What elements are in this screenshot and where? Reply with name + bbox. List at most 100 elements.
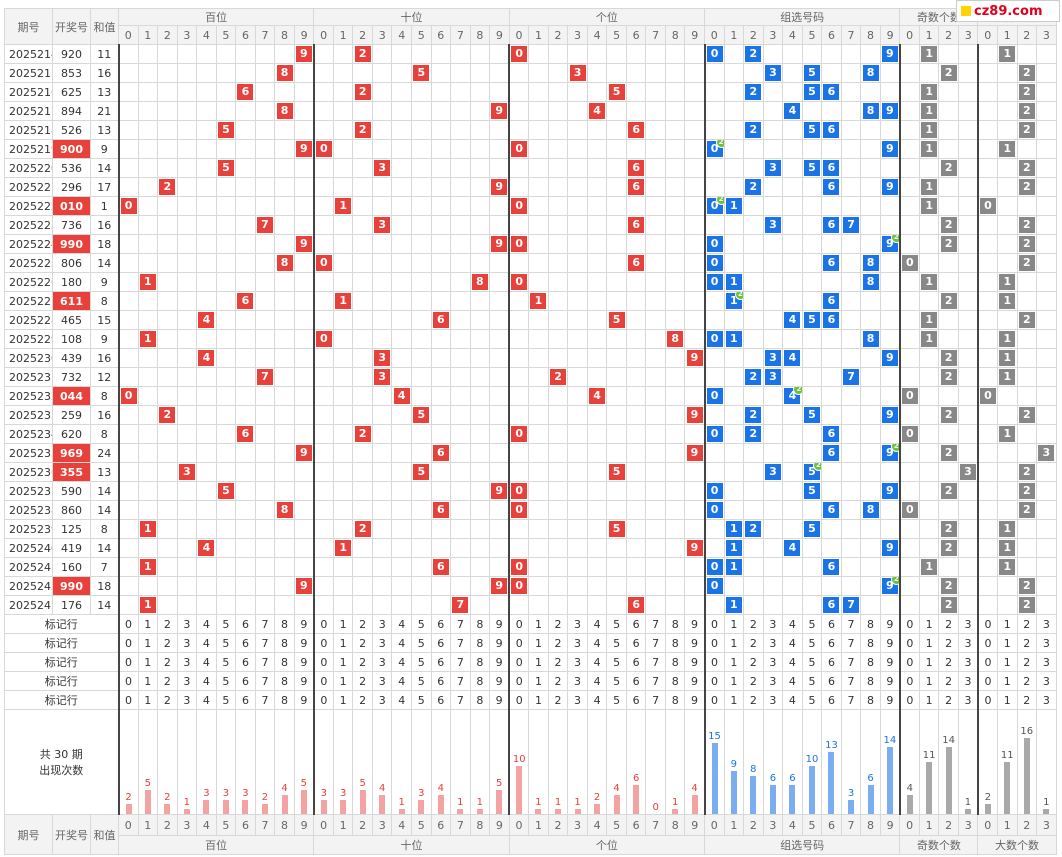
marker-cell[interactable]: 0 [703,614,725,634]
marker-cell[interactable]: 0 [117,614,139,634]
marker-cell[interactable]: 9 [879,671,901,691]
marker-cell[interactable]: 0 [508,652,530,672]
marker-cell[interactable]: 3 [957,690,979,710]
marker-cell[interactable]: 4 [782,633,803,653]
marker-cell[interactable]: 5 [801,614,823,634]
marker-cell[interactable]: 6 [235,671,256,691]
marker-cell[interactable]: 0 [508,633,530,653]
marker-cell[interactable]: 5 [411,633,432,653]
marker-cell[interactable]: 3 [957,614,979,634]
marker-cell[interactable]: 0 [312,671,334,691]
marker-cell[interactable]: 6 [821,633,842,653]
marker-cell[interactable]: 5 [411,652,432,672]
marker-cell[interactable]: 7 [450,690,471,710]
marker-cell[interactable]: 4 [391,671,412,691]
marker-cell[interactable]: 4 [196,690,217,710]
marker-cell[interactable]: 2 [938,652,959,672]
marker-cell[interactable]: 1 [997,652,1018,672]
marker-cell[interactable]: 1 [918,614,940,634]
marker-cell[interactable]: 5 [801,652,823,672]
marker-cell[interactable]: 4 [586,633,608,653]
marker-cell[interactable]: 9 [489,633,510,653]
marker-cell[interactable]: 2 [1016,690,1038,710]
marker-cell[interactable]: 7 [645,690,666,710]
marker-cell[interactable]: 2 [1016,671,1038,691]
marker-cell[interactable]: 3 [1036,633,1057,653]
marker-cell[interactable]: 7 [840,671,862,691]
marker-cell[interactable]: 3 [371,690,393,710]
marker-cell[interactable]: 5 [606,652,627,672]
marker-cell[interactable]: 7 [645,614,666,634]
marker-cell[interactable]: 1 [997,633,1018,653]
marker-cell[interactable]: 1 [997,671,1018,691]
marker-cell[interactable]: 3 [371,671,393,691]
marker-cell[interactable]: 8 [664,633,686,653]
marker-cell[interactable]: 9 [684,652,706,672]
marker-cell[interactable]: 6 [821,671,842,691]
marker-cell[interactable]: 2 [547,690,569,710]
marker-cell[interactable]: 0 [508,614,530,634]
marker-cell[interactable]: 7 [645,652,666,672]
marker-cell[interactable]: 2 [352,690,373,710]
marker-cell[interactable]: 0 [312,652,334,672]
marker-cell[interactable]: 0 [117,690,139,710]
marker-cell[interactable]: 9 [489,652,510,672]
marker-cell[interactable]: 3 [176,652,198,672]
marker-cell[interactable]: 3 [762,671,784,691]
marker-cell[interactable]: 1 [332,652,354,672]
marker-cell[interactable]: 1 [137,614,159,634]
marker-cell[interactable]: 2 [352,652,373,672]
marker-cell[interactable]: 2 [743,671,764,691]
marker-cell[interactable]: 1 [528,633,549,653]
marker-cell[interactable]: 1 [723,652,745,672]
marker-cell[interactable]: 4 [391,614,412,634]
marker-cell[interactable]: 5 [606,614,627,634]
marker-cell[interactable]: 1 [332,690,354,710]
marker-cell[interactable]: 0 [898,671,920,691]
marker-row-label[interactable]: 标记行 [4,671,119,691]
marker-cell[interactable]: 0 [117,652,139,672]
marker-cell[interactable]: 2 [157,671,178,691]
marker-cell[interactable]: 1 [137,690,159,710]
marker-cell[interactable]: 9 [293,633,315,653]
marker-cell[interactable]: 8 [469,614,491,634]
marker-cell[interactable]: 3 [567,671,588,691]
marker-cell[interactable]: 8 [274,614,295,634]
marker-cell[interactable]: 3 [762,614,784,634]
marker-cell[interactable]: 3 [957,671,979,691]
marker-cell[interactable]: 0 [508,690,530,710]
marker-cell[interactable]: 9 [293,652,315,672]
marker-cell[interactable]: 6 [821,614,842,634]
marker-cell[interactable]: 7 [254,652,276,672]
marker-cell[interactable]: 6 [235,633,256,653]
marker-cell[interactable]: 8 [664,690,686,710]
marker-cell[interactable]: 5 [411,690,432,710]
marker-cell[interactable]: 3 [957,652,979,672]
marker-cell[interactable]: 2 [547,614,569,634]
marker-cell[interactable]: 9 [879,652,901,672]
marker-cell[interactable]: 1 [997,690,1018,710]
marker-cell[interactable]: 5 [215,671,237,691]
marker-cell[interactable]: 6 [235,690,256,710]
marker-cell[interactable]: 0 [898,690,920,710]
marker-cell[interactable]: 0 [703,690,725,710]
marker-cell[interactable]: 8 [274,633,295,653]
marker-cell[interactable]: 0 [976,652,998,672]
marker-cell[interactable]: 1 [918,633,940,653]
marker-cell[interactable]: 2 [1016,614,1038,634]
marker-cell[interactable]: 5 [215,614,237,634]
marker-cell[interactable]: 6 [430,614,452,634]
marker-cell[interactable]: 3 [1036,690,1057,710]
marker-cell[interactable]: 2 [938,671,959,691]
marker-cell[interactable]: 2 [352,614,373,634]
marker-cell[interactable]: 7 [840,690,862,710]
marker-cell[interactable]: 4 [391,652,412,672]
marker-cell[interactable]: 2 [352,633,373,653]
marker-cell[interactable]: 6 [625,633,647,653]
marker-cell[interactable]: 0 [703,633,725,653]
marker-cell[interactable]: 5 [215,652,237,672]
marker-cell[interactable]: 8 [664,652,686,672]
marker-cell[interactable]: 1 [332,633,354,653]
marker-cell[interactable]: 7 [254,671,276,691]
marker-cell[interactable]: 2 [547,652,569,672]
